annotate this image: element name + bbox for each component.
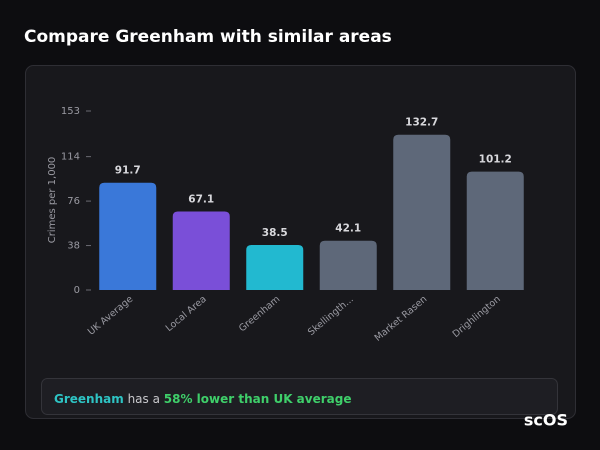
value-label: 91.7	[115, 165, 141, 177]
summary-highlight: 58% lower than UK average	[164, 392, 352, 406]
y-axis-label: Crimes per 1,000	[47, 157, 58, 244]
y-tick-label: 153	[61, 106, 80, 117]
y-tick-label: 38	[67, 241, 80, 252]
summary-area: Greenham	[54, 392, 124, 406]
summary-connector: has a	[128, 392, 160, 406]
bar	[319, 240, 377, 290]
page-title: Compare Greenham with similar areas	[24, 27, 392, 47]
bar	[99, 182, 157, 290]
summary-text: Greenham has a 58% lower than UK average	[54, 392, 351, 406]
bar	[466, 171, 524, 290]
value-label: 132.7	[405, 117, 438, 129]
value-label: 101.2	[479, 154, 512, 166]
bar	[246, 244, 304, 290]
value-label: 42.1	[335, 223, 361, 235]
bar	[172, 211, 230, 290]
summary-box	[41, 378, 558, 415]
y-tick-label: 76	[67, 196, 80, 207]
y-tick-label: 0	[74, 285, 80, 296]
value-label: 67.1	[188, 193, 214, 205]
logo: scOS	[524, 411, 568, 430]
value-label: 38.5	[262, 227, 288, 239]
y-tick-label: 114	[61, 152, 80, 163]
bar	[393, 134, 451, 290]
